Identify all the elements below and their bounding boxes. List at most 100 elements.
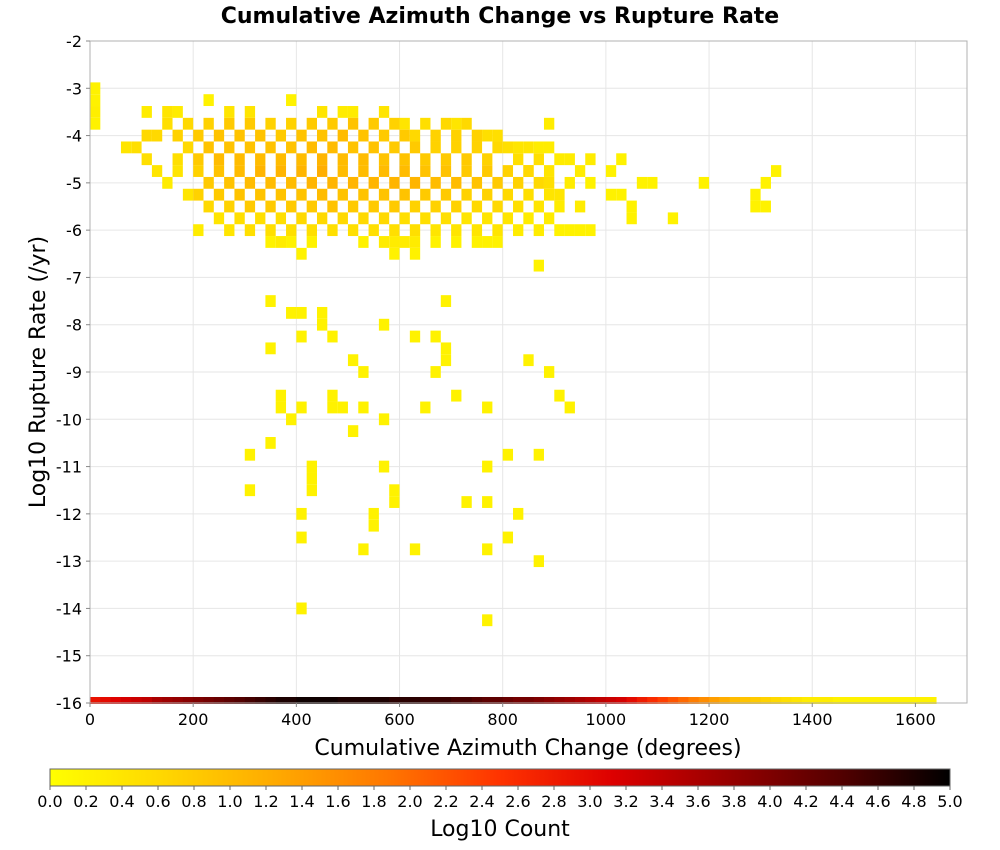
colorbar-tick-label: 0.0 [37, 792, 62, 811]
heatmap-bin [203, 94, 214, 107]
heatmap-bin [286, 413, 297, 426]
heatmap-bin [616, 153, 627, 166]
strip-bin [513, 697, 524, 704]
heatmap-bin [296, 188, 307, 201]
colorbar-tick-label: 0.2 [73, 792, 98, 811]
heatmap-bin [316, 153, 328, 166]
heatmap-bin [151, 129, 163, 142]
colorbar-tick-label: 1.8 [361, 792, 386, 811]
heatmap-bin [213, 165, 225, 177]
heatmap-bin [296, 165, 307, 177]
heatmap-bin [554, 188, 565, 201]
heatmap-bin [286, 224, 297, 237]
y-tick-label: -11 [56, 458, 82, 477]
strip-bin [172, 697, 184, 704]
heatmap-bin [316, 212, 328, 225]
heatmap-bin [306, 224, 317, 237]
strip-bin [719, 697, 731, 704]
heatmap-bin [296, 330, 307, 343]
heatmap-bin [430, 129, 441, 142]
strip-bin [389, 697, 401, 704]
heatmap-bin [275, 165, 287, 177]
heatmap-bin [482, 496, 493, 508]
heatmap-bin [90, 117, 101, 130]
strip-bin [244, 697, 256, 704]
heatmap-bin [327, 117, 338, 130]
strip-bin [306, 697, 318, 704]
heatmap-bin [399, 165, 410, 177]
x-tick-label: 1600 [895, 710, 936, 729]
heatmap-bin [90, 82, 101, 95]
heatmap-bin [451, 389, 462, 402]
heatmap-bin [141, 153, 152, 166]
strip-bin [420, 697, 431, 704]
heatmap-bin [358, 212, 369, 225]
heatmap-bin [420, 153, 431, 166]
colorbar-tick-label: 4.4 [829, 792, 854, 811]
heatmap-bin [296, 306, 307, 319]
heatmap-bin [471, 200, 483, 213]
heatmap-bin [368, 117, 379, 130]
heatmap-bin [461, 188, 472, 201]
heatmap-bin [420, 117, 431, 130]
heatmap-bin [389, 200, 400, 213]
heatmap-bin [182, 188, 194, 201]
heatmap-bin [533, 141, 544, 154]
heatmap-bin [420, 401, 431, 414]
heatmap-bin [286, 176, 297, 189]
heatmap-bin [275, 129, 287, 142]
heatmap-bin [306, 176, 317, 189]
heatmap-bin [543, 366, 555, 378]
strip-bin [740, 697, 751, 704]
heatmap-bin [306, 484, 317, 497]
heatmap-bin [482, 614, 493, 627]
colorbar-tick-label: 4.6 [865, 792, 890, 811]
heatmap-bin [265, 200, 276, 213]
heatmap-bin [430, 200, 441, 213]
strip-bin [286, 697, 297, 704]
heatmap-bin [368, 519, 379, 532]
strip-bin [543, 697, 555, 704]
heatmap-bin [255, 165, 266, 177]
colorbar-tick-label: 2.4 [469, 792, 494, 811]
heatmap-bin [120, 141, 132, 154]
heatmap-bin [440, 153, 452, 166]
heatmap-bin [358, 165, 369, 177]
heatmap-bin [409, 224, 421, 237]
heatmap-bin [193, 153, 204, 166]
heatmap-bin [440, 188, 452, 201]
heatmap-bin [492, 236, 503, 248]
strip-bin [884, 697, 896, 704]
y-tick-label: -2 [66, 32, 82, 51]
heatmap-bin [513, 153, 524, 166]
chart-title: Cumulative Azimuth Change vs Rupture Rat… [221, 4, 779, 29]
heatmap-bin [244, 200, 256, 213]
heatmap-bin [523, 141, 534, 154]
heatmap-bin [244, 224, 256, 237]
heatmap-bin [399, 236, 410, 248]
heatmap-bin [286, 117, 297, 130]
heatmap-bin [265, 295, 276, 307]
colorbar-tick-label: 4.8 [901, 792, 926, 811]
strip-bin [729, 697, 741, 704]
heatmap-bin [265, 117, 276, 130]
colorbar-tick-label: 3.6 [685, 792, 710, 811]
strip-bin [905, 697, 916, 704]
heatmap-bin [399, 117, 410, 130]
heatmap-bin [224, 224, 235, 237]
heatmap-bin [286, 141, 297, 154]
heatmap-bin [451, 224, 462, 237]
heatmap-bin [141, 129, 152, 142]
strip-bin [316, 697, 328, 704]
strip-bin [626, 697, 638, 704]
heatmap-bin [306, 141, 317, 154]
heatmap-bin [265, 141, 276, 154]
colorbar-tick-label: 2.0 [397, 792, 422, 811]
heatmap-bin [244, 484, 256, 497]
heatmap-bin [286, 306, 297, 319]
heatmap-bin [461, 117, 472, 130]
heatmap-bin [440, 212, 452, 225]
heatmap-bin [750, 200, 761, 213]
heatmap-bin [585, 176, 596, 189]
